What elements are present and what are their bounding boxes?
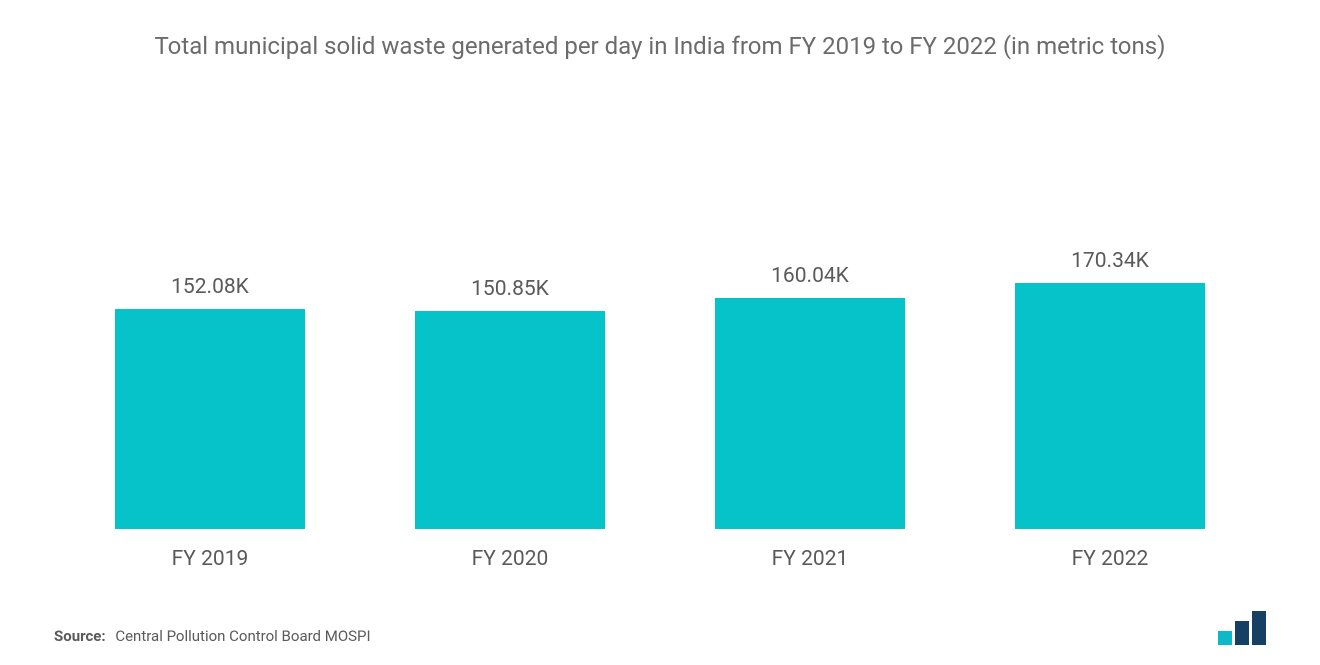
bar-category-label: FY 2021 xyxy=(772,547,849,571)
bar-category-label: FY 2020 xyxy=(472,547,549,571)
brand-logo-icon xyxy=(1218,611,1266,645)
chart-title: Total municipal solid waste generated pe… xyxy=(155,30,1166,62)
bar-group: 160.04K FY 2021 xyxy=(678,264,942,571)
source-line: Source: Central Pollution Control Board … xyxy=(54,627,371,645)
logo-bar xyxy=(1235,621,1249,645)
bar xyxy=(1015,283,1205,529)
bar-category-label: FY 2019 xyxy=(172,547,249,571)
bar-value-label: 152.08K xyxy=(171,275,249,299)
bar-group: 150.85K FY 2020 xyxy=(378,277,642,571)
bar-category-label: FY 2022 xyxy=(1072,547,1149,571)
bar xyxy=(115,309,305,529)
source-label: Source: xyxy=(54,627,106,645)
plot-area: 152.08K FY 2019 150.85K FY 2020 160.04K … xyxy=(50,102,1270,571)
source-text: Central Pollution Control Board MOSPI xyxy=(115,627,370,645)
bar xyxy=(415,311,605,529)
logo-bar xyxy=(1252,611,1266,645)
chart-footer: Source: Central Pollution Control Board … xyxy=(50,611,1270,645)
chart-container: Total municipal solid waste generated pe… xyxy=(0,0,1320,665)
logo-bar xyxy=(1218,631,1232,645)
bar-value-label: 150.85K xyxy=(471,277,549,301)
bar-group: 170.34K FY 2022 xyxy=(978,249,1242,571)
bar-value-label: 170.34K xyxy=(1071,249,1149,273)
bar-value-label: 160.04K xyxy=(771,264,849,288)
bar-group: 152.08K FY 2019 xyxy=(78,275,342,571)
bar xyxy=(715,298,905,529)
